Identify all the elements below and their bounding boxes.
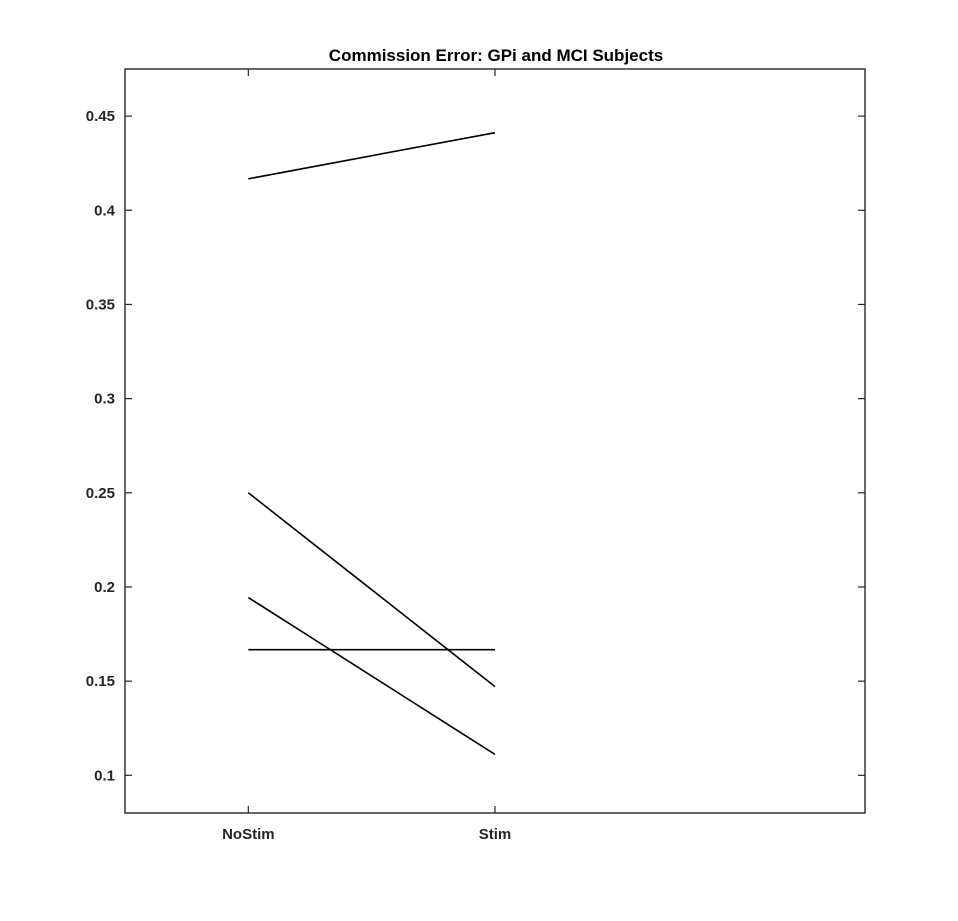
chart-title: Commission Error: GPi and MCI Subjects — [329, 46, 663, 65]
y-tick-label: 0.35 — [86, 296, 115, 313]
y-tick-label: 0.1 — [94, 767, 115, 784]
series-lines — [247, 131, 496, 756]
y-tick-label: 0.3 — [94, 391, 115, 408]
y-tick-label: 0.45 — [86, 108, 115, 125]
series-line-3 — [247, 596, 496, 756]
plot-box — [124, 68, 866, 814]
series-line-1 — [248, 131, 496, 180]
y-tick-label: 0.15 — [86, 673, 115, 690]
y-tick-label: 0.25 — [86, 485, 115, 502]
x-tick-label-nostim: NoStim — [222, 826, 275, 843]
axes: 0.1 0.15 0.2 0.25 0.3 0.35 0.4 0.45 NoStim Stim — [86, 68, 866, 843]
y-tick-label: 0.2 — [94, 579, 115, 596]
x-tick-label-stim: Stim — [479, 826, 512, 843]
series-line-2 — [247, 492, 496, 688]
y-tick-label: 0.4 — [94, 202, 116, 219]
